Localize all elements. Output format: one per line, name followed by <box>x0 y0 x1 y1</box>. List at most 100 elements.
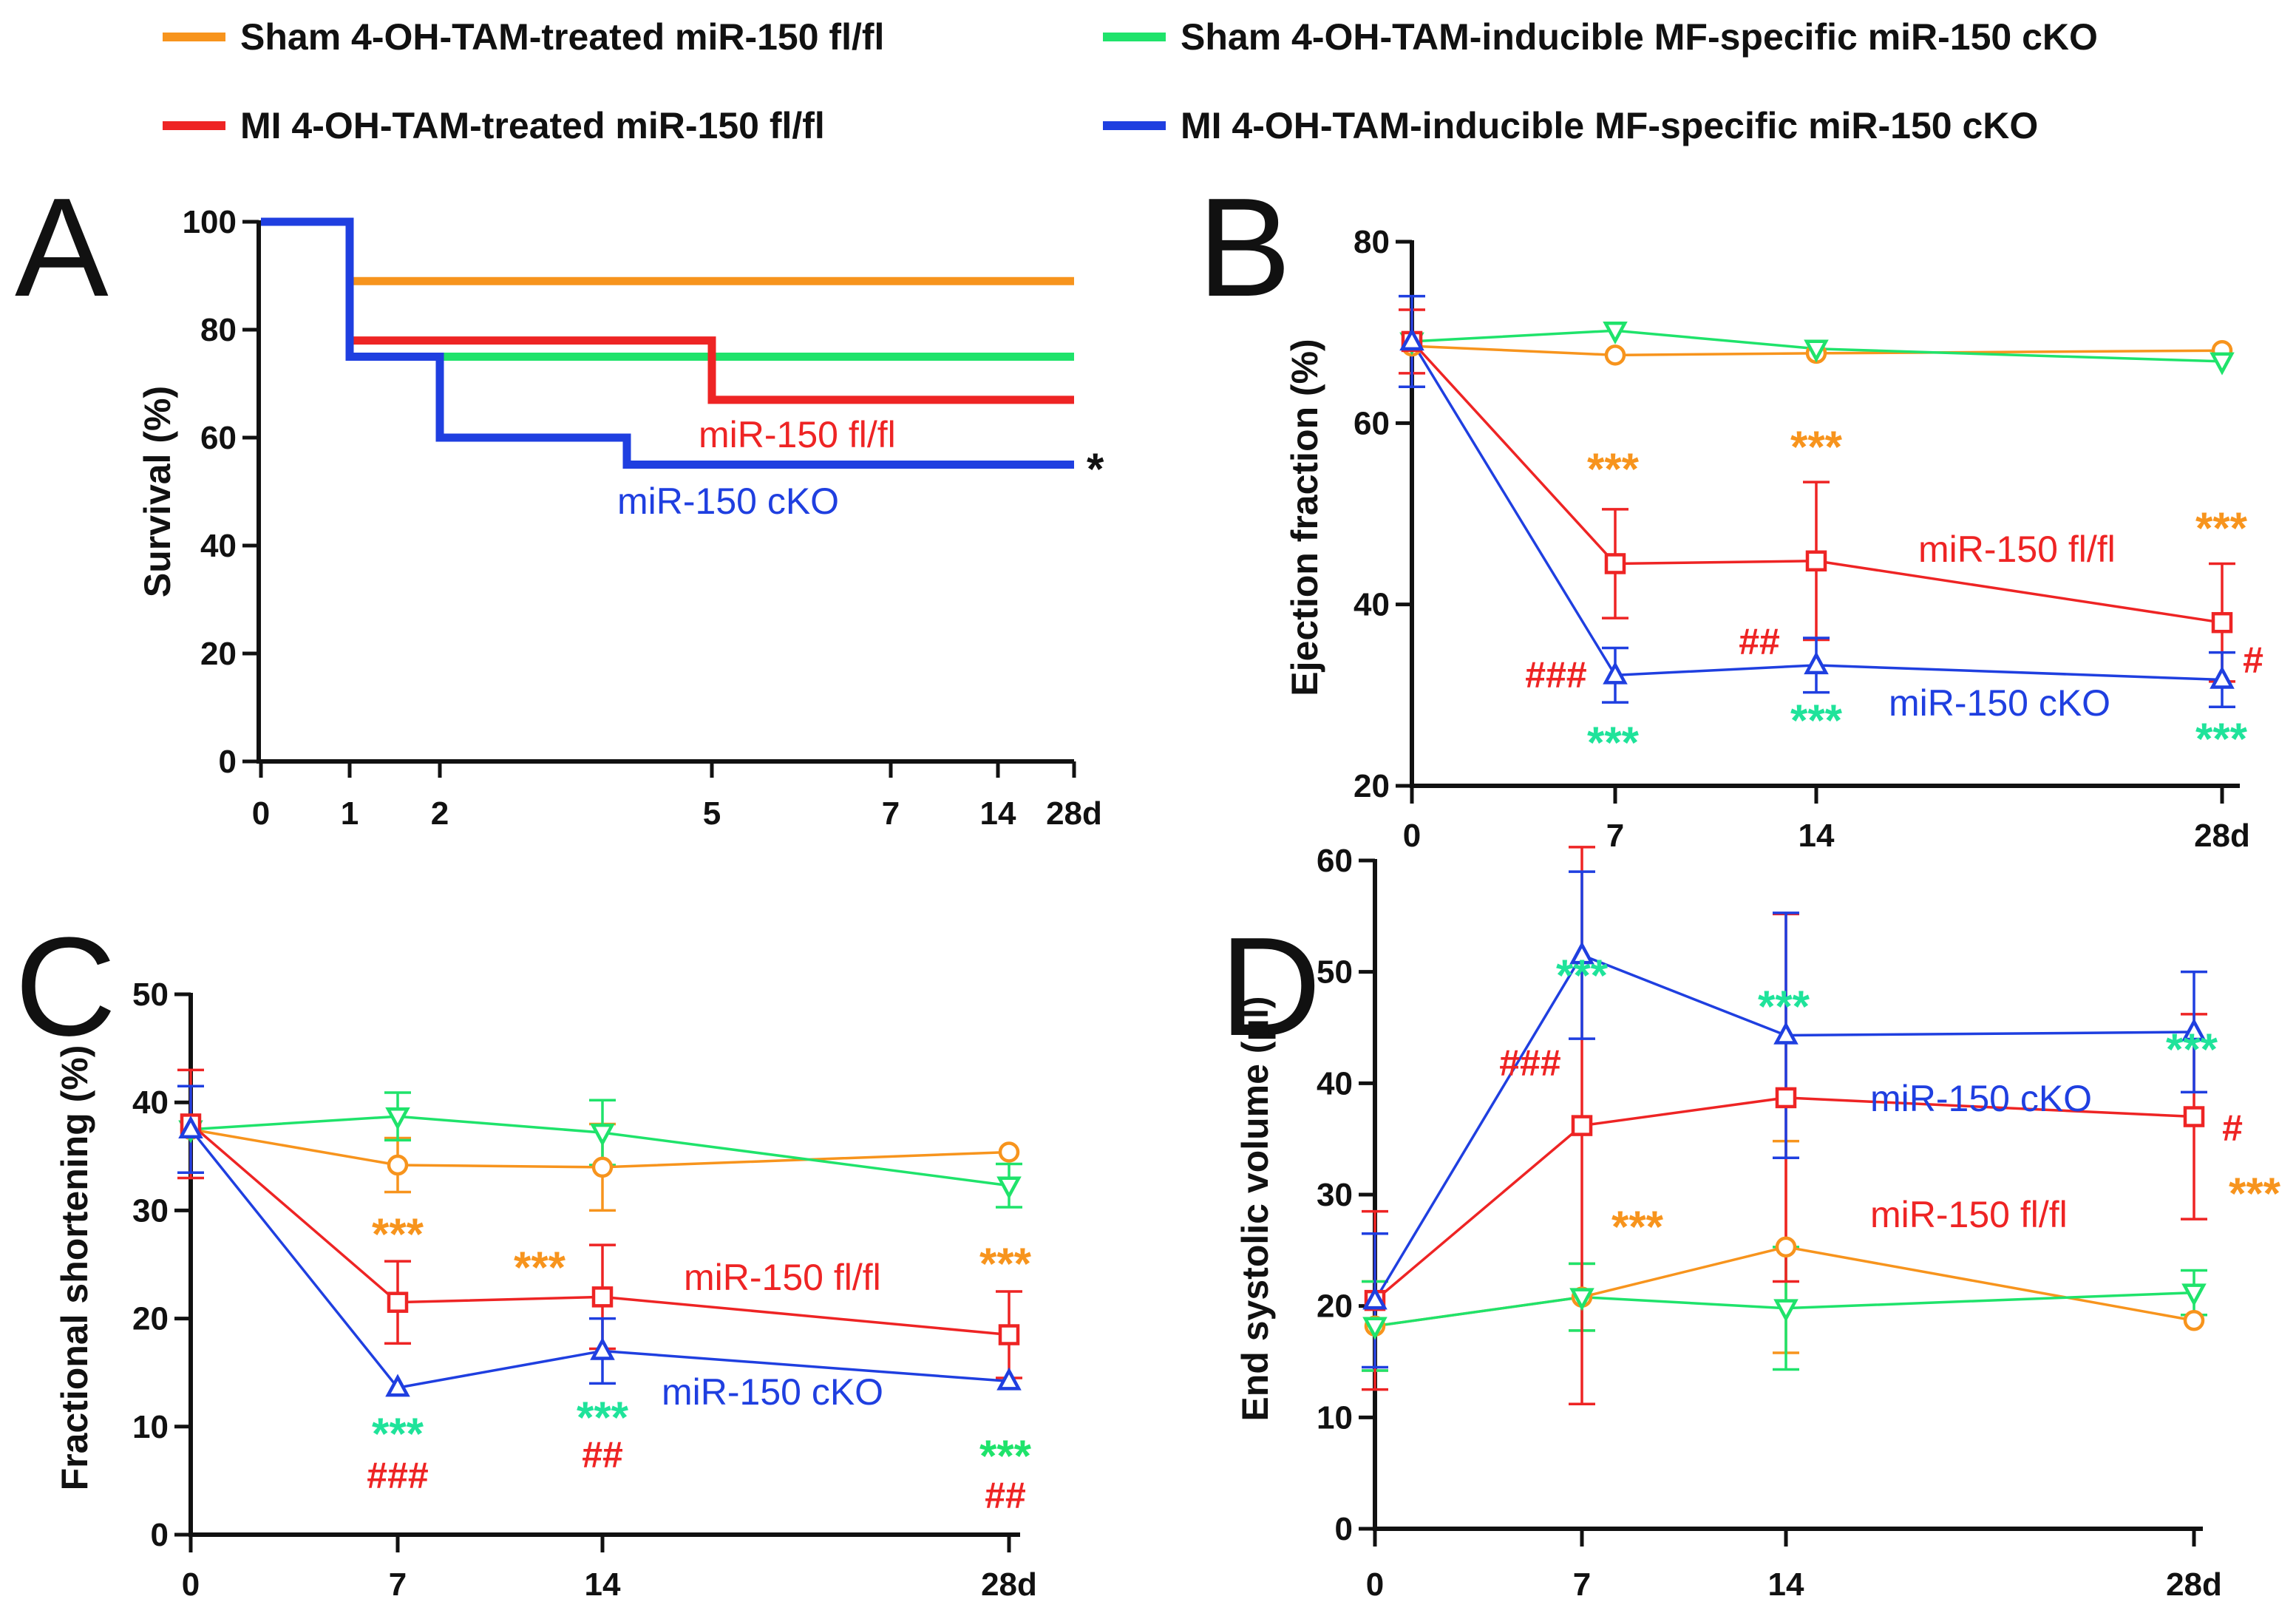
data-point-sham-cko <box>2210 352 2235 376</box>
series-line-mi-flfl <box>1373 1096 2195 1302</box>
series-line-sham-flfl <box>1411 344 2223 357</box>
y-tick-label: 10 <box>1317 1399 1353 1436</box>
data-point-mi-cko <box>1362 1286 1388 1310</box>
data-point-mi-flfl <box>1805 550 1827 572</box>
significance-marker: *** <box>2229 1169 2281 1218</box>
x-tick-label: 0 <box>252 795 270 832</box>
significance-marker: *** <box>1611 1202 1664 1252</box>
x-tick-label: 14 <box>1799 818 1835 854</box>
data-point-mi-cko <box>1773 1021 1799 1045</box>
y-tick-label: 0 <box>1335 1511 1353 1547</box>
series-annotation: miR-150 cKO <box>662 1371 883 1413</box>
data-point-sham-cko <box>385 1107 410 1130</box>
significance-marker: *** <box>1587 718 1640 767</box>
x-tick-label: 28d <box>1046 795 1102 832</box>
data-point-sham-flfl <box>387 1154 409 1176</box>
data-point-sham-cko <box>1804 339 1829 363</box>
series-line-sham-cko <box>1374 1291 2195 1328</box>
series-line-mi-flfl <box>189 1123 1010 1337</box>
panel-letter-a: A <box>15 169 109 326</box>
data-point-mi-cko <box>590 1337 615 1360</box>
series-line-mi-cko <box>189 1128 1010 1390</box>
series-line-mi-cko <box>1410 341 2223 682</box>
data-point-sham-flfl <box>2183 1310 2205 1331</box>
data-point-mi-flfl <box>591 1286 614 1308</box>
significance-marker: *** <box>979 1431 1032 1481</box>
data-point-sham-flfl <box>1604 344 1626 366</box>
data-point-sham-cko <box>590 1123 615 1147</box>
data-point-mi-cko <box>385 1374 410 1397</box>
data-point-sham-cko <box>996 1176 1022 1200</box>
data-point-mi-cko <box>1569 941 1594 965</box>
y-tick-label: 10 <box>132 1409 169 1445</box>
significance-marker: *** <box>514 1243 566 1292</box>
series-annotation: miR-150 fl/fl <box>699 414 896 455</box>
x-tick-label: 2 <box>431 795 449 832</box>
x-tick-label: 0 <box>1403 818 1421 854</box>
y-axis-title: Fractional shortening (%) <box>54 1045 95 1491</box>
data-point-mi-flfl <box>2183 1106 2205 1127</box>
panel-letter-d: D <box>1220 909 1321 1065</box>
data-point-mi-flfl <box>1775 1087 1797 1109</box>
y-tick-label: 20 <box>1317 1289 1353 1325</box>
survival-curve-mi-cko <box>261 217 1074 469</box>
series-annotation: miR-150 fl/fl <box>1870 1194 2068 1235</box>
y-tick-label: 100 <box>183 204 237 240</box>
panel-letter-c: C <box>15 909 116 1065</box>
significance-marker: *** <box>577 1393 629 1442</box>
y-tick-label: 20 <box>200 636 237 672</box>
significance-marker: *** <box>2166 1025 2218 1074</box>
x-tick-label: 5 <box>703 795 721 832</box>
x-tick-label: 7 <box>1573 1566 1591 1603</box>
data-point-mi-cko <box>2210 665 2235 689</box>
data-point-sham-cko <box>1569 1288 1594 1311</box>
data-point-mi-cko <box>178 1116 203 1138</box>
significance-marker: # <box>2243 639 2263 681</box>
data-point-mi-cko <box>2181 1018 2207 1042</box>
x-tick-label: 7 <box>882 795 900 832</box>
x-tick-label: 28d <box>981 1566 1037 1603</box>
significance-marker: *** <box>372 1409 424 1459</box>
significance-marker: *** <box>1587 444 1640 494</box>
y-tick-label: 50 <box>1317 954 1353 991</box>
legend-label-mi-cko: MI 4-OH-TAM-inducible MF-specific miR-15… <box>1181 105 2038 146</box>
survival-curve-sham-flfl <box>261 217 1074 285</box>
series-annotation: miR-150 cKO <box>1889 682 2110 724</box>
significance-marker: *** <box>2195 714 2248 764</box>
y-tick-label: 20 <box>1354 768 1390 804</box>
y-tick-label: 20 <box>132 1301 169 1337</box>
data-point-mi-cko <box>996 1367 1022 1391</box>
data-point-sham-cko <box>1603 321 1628 344</box>
x-tick-label: 0 <box>182 1566 200 1603</box>
data-point-sham-cko <box>1362 1317 1388 1340</box>
y-tick-label: 0 <box>151 1517 169 1553</box>
y-tick-label: 0 <box>219 744 237 780</box>
x-tick-label: 14 <box>1768 1566 1804 1603</box>
data-point-mi-flfl <box>1571 1115 1593 1136</box>
significance-marker: ## <box>582 1434 623 1476</box>
data-point-sham-cko <box>1773 1299 1799 1323</box>
data-point-mi-flfl <box>387 1291 409 1313</box>
significance-marker: ### <box>1525 654 1586 696</box>
panel-letter-b: B <box>1198 169 1291 326</box>
data-point-mi-cko <box>1804 651 1829 675</box>
data-point-mi-cko <box>1399 327 1424 351</box>
panel-d: D 0 10 20 30 40 50 60 0 7 14 28d End systolic volume… <box>1220 843 2281 1603</box>
significance-marker: ### <box>1499 1042 1560 1084</box>
x-tick-label: 0 <box>1366 1566 1384 1603</box>
series-annotation: miR-150 cKO <box>1870 1078 2092 1119</box>
series-annotation: miR-150 fl/fl <box>684 1257 881 1298</box>
y-tick-label: 60 <box>200 420 237 456</box>
y-tick-label: 60 <box>1354 405 1390 441</box>
significance-marker: * <box>1087 444 1104 494</box>
y-tick-label: 80 <box>200 312 237 348</box>
significance-marker: *** <box>1758 982 1810 1031</box>
data-point-mi-cko <box>1603 661 1628 685</box>
legend: Sham 4-OH-TAM-treated miR-150 fl/fl Sham … <box>163 16 2098 146</box>
y-tick-label: 40 <box>1317 1065 1353 1101</box>
x-tick-label: 14 <box>585 1566 621 1603</box>
legend-label-sham-cko: Sham 4-OH-TAM-inducible MF-specific miR-… <box>1181 16 2098 58</box>
significance-marker: *** <box>1790 696 1843 745</box>
panel-c: C 0 10 20 30 40 50 0 7 14 28d Fractional shortening… <box>15 909 1037 1603</box>
y-axis-title: Ejection fraction (%) <box>1284 339 1325 696</box>
